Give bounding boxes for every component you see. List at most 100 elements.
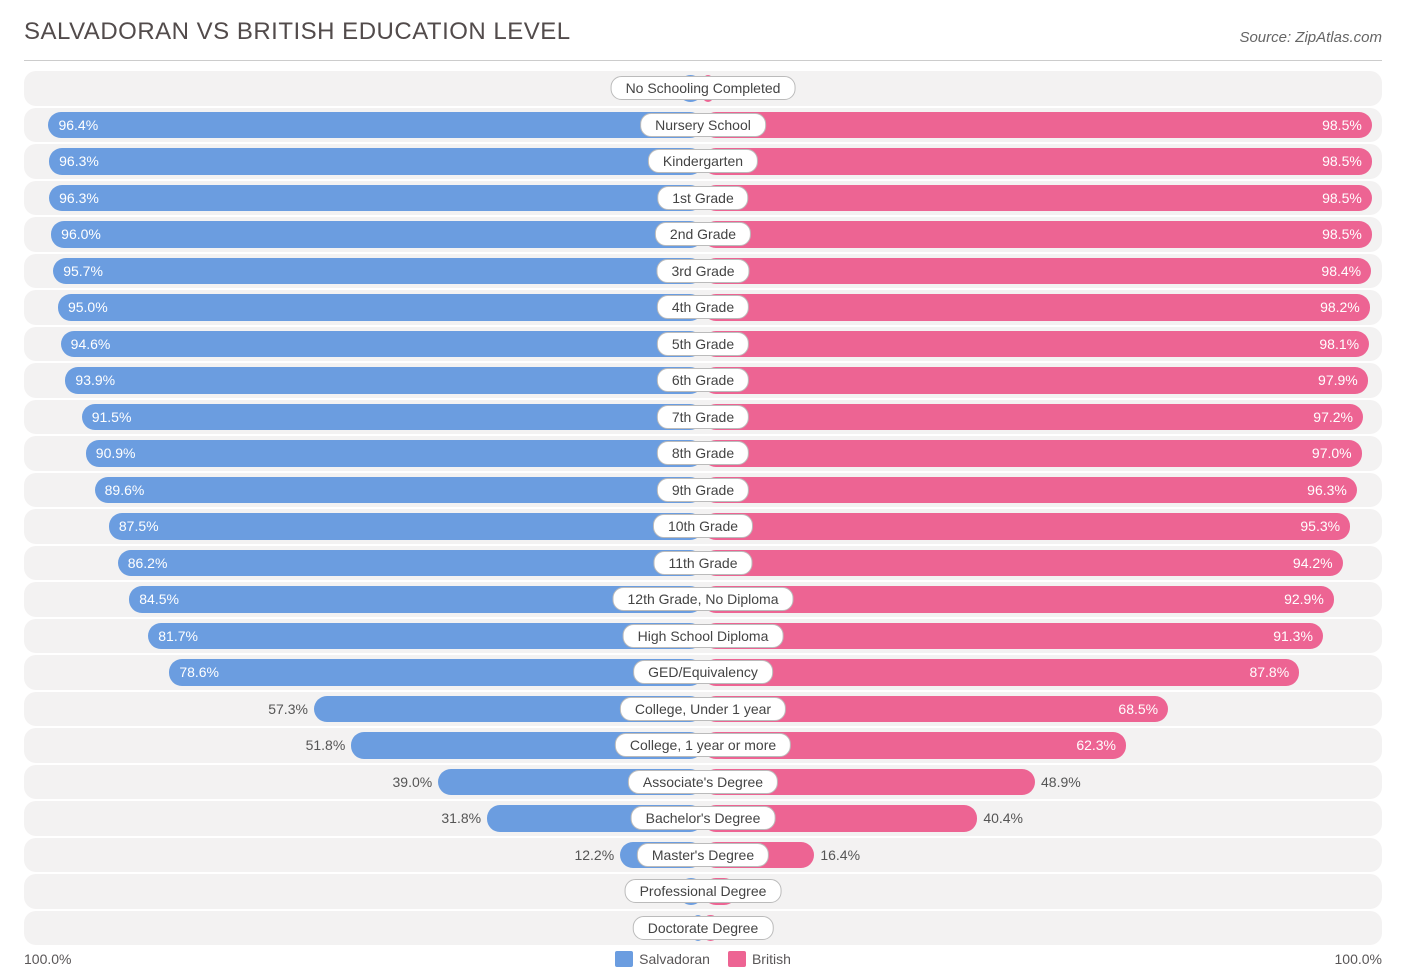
pct-british: 16.4%	[814, 838, 860, 873]
chart-row: 87.5%95.3%10th Grade	[24, 509, 1382, 544]
legend-label: Salvadoran	[639, 951, 710, 967]
pct-british: 68.5%	[1118, 701, 1158, 717]
pct-salvadoran: 86.2%	[128, 555, 168, 571]
bar-salvadoran: 93.9%	[65, 367, 703, 394]
pct-british: 91.3%	[1273, 628, 1313, 644]
chart-header: SALVADORAN VS BRITISH EDUCATION LEVEL So…	[0, 0, 1406, 60]
pct-salvadoran: 81.7%	[158, 628, 198, 644]
chart-row: 51.8% 62.3% College, 1 year or more	[24, 728, 1382, 763]
pct-british: 95.3%	[1300, 518, 1340, 534]
chart-row: 96.3%98.5%Kindergarten	[24, 144, 1382, 179]
chart-row: 94.6%98.1%5th Grade	[24, 327, 1382, 362]
pct-british: 97.2%	[1313, 409, 1353, 425]
chart-row: 78.6% 87.8% GED/Equivalency	[24, 655, 1382, 690]
bar-salvadoran: 96.4%	[48, 112, 703, 139]
bar-salvadoran: 94.6%	[61, 331, 703, 358]
category-label: 6th Grade	[657, 368, 749, 392]
pct-salvadoran: 90.9%	[96, 445, 136, 461]
pct-salvadoran: 93.9%	[75, 372, 115, 388]
category-label: 10th Grade	[653, 514, 753, 538]
bar-salvadoran: 89.6%	[95, 477, 703, 504]
pct-british: 97.0%	[1312, 445, 1352, 461]
category-label: Bachelor's Degree	[631, 806, 776, 830]
pct-british: 98.5%	[1322, 226, 1362, 242]
chart-row: 91.5% 97.2% 7th Grade	[24, 400, 1382, 435]
category-label: College, Under 1 year	[620, 697, 786, 721]
pct-salvadoran: 39.0%	[393, 765, 439, 800]
pct-british: 48.9%	[1035, 765, 1081, 800]
category-label: 12th Grade, No Diploma	[613, 587, 794, 611]
bar-salvadoran: 81.7%	[148, 623, 703, 650]
bar-salvadoran: 95.0%	[58, 294, 703, 321]
chart-row: 95.7%98.4%3rd Grade	[24, 254, 1382, 289]
category-label: 4th Grade	[657, 295, 749, 319]
legend-swatch-british	[728, 951, 746, 967]
category-label: Professional Degree	[625, 879, 782, 903]
category-label: 8th Grade	[657, 441, 749, 465]
category-label: 3rd Grade	[656, 259, 749, 283]
bar-british: 97.9%	[703, 367, 1368, 394]
category-label: 9th Grade	[657, 478, 749, 502]
chart-row: 95.0%98.2%4th Grade	[24, 290, 1382, 325]
legend-item-salvadoran: Salvadoran	[615, 951, 710, 967]
bar-british: 91.3%	[703, 623, 1323, 650]
bar-british: 98.1%	[703, 331, 1369, 358]
category-label: GED/Equivalency	[633, 660, 773, 684]
pct-british: 92.9%	[1284, 591, 1324, 607]
pct-salvadoran: 31.8%	[441, 801, 487, 836]
category-label: Doctorate Degree	[633, 916, 774, 940]
axis-left-max: 100.0%	[24, 951, 71, 967]
pct-british: 62.3%	[1076, 737, 1116, 753]
chart-legend: Salvadoran British	[615, 951, 791, 967]
pct-salvadoran: 78.6%	[179, 664, 219, 680]
category-label: College, 1 year or more	[615, 733, 791, 757]
bar-british: 98.5%	[703, 221, 1372, 248]
chart-row: 93.9% 97.9% 6th Grade	[24, 363, 1382, 398]
category-label: 11th Grade	[653, 551, 752, 575]
chart-row: 96.0%98.5%2nd Grade	[24, 217, 1382, 252]
category-label: Master's Degree	[637, 843, 769, 867]
pct-british: 98.5%	[1322, 117, 1362, 133]
category-label: High School Diploma	[623, 624, 784, 648]
bar-british: 94.2%	[703, 550, 1343, 577]
bar-british: 92.9%	[703, 586, 1334, 613]
pct-british: 98.5%	[1322, 153, 1362, 169]
category-label: 7th Grade	[657, 405, 749, 429]
bar-salvadoran: 91.5%	[82, 404, 703, 431]
pct-salvadoran: 57.3%	[268, 692, 314, 727]
bar-british: 87.8%	[703, 659, 1299, 686]
chart-row: 12.2%16.4%Master's Degree	[24, 838, 1382, 873]
bar-british: 98.5%	[703, 148, 1372, 175]
bar-salvadoran: 95.7%	[53, 258, 703, 285]
category-label: Nursery School	[640, 113, 766, 137]
pct-salvadoran: 51.8%	[306, 728, 352, 763]
pct-salvadoran: 96.3%	[59, 190, 99, 206]
bar-british: 98.2%	[703, 294, 1370, 321]
pct-salvadoran: 84.5%	[139, 591, 179, 607]
bar-salvadoran: 96.3%	[49, 148, 703, 175]
pct-salvadoran: 95.7%	[63, 263, 103, 279]
chart-row: 86.2% 94.2%11th Grade	[24, 546, 1382, 581]
pct-salvadoran: 89.6%	[105, 482, 145, 498]
chart-row: 1.5%2.2%Doctorate Degree	[24, 911, 1382, 946]
chart-row: 96.3%98.5%1st Grade	[24, 181, 1382, 216]
bar-salvadoran: 78.6%	[169, 659, 703, 686]
bar-british: 97.0%	[703, 440, 1362, 467]
pct-salvadoran: 96.0%	[61, 226, 101, 242]
pct-british: 97.9%	[1318, 372, 1358, 388]
chart-row: 39.0%48.9%Associate's Degree	[24, 765, 1382, 800]
chart-row: 31.8%40.4%Bachelor's Degree	[24, 801, 1382, 836]
bar-salvadoran: 86.2%	[118, 550, 703, 577]
pct-salvadoran: 96.3%	[59, 153, 99, 169]
pct-british: 98.5%	[1322, 190, 1362, 206]
chart-title: SALVADORAN VS BRITISH EDUCATION LEVEL	[24, 18, 571, 46]
legend-label: British	[752, 951, 791, 967]
chart-row: 96.4% 98.5% Nursery School	[24, 108, 1382, 143]
pct-british: 98.1%	[1319, 336, 1359, 352]
chart-row: 81.7% 91.3% High School Diploma	[24, 619, 1382, 654]
pct-british: 96.3%	[1307, 482, 1347, 498]
pct-british: 87.8%	[1249, 664, 1289, 680]
bar-british: 97.2%	[703, 404, 1363, 431]
bar-british: 95.3%	[703, 513, 1350, 540]
legend-swatch-salvadoran	[615, 951, 633, 967]
